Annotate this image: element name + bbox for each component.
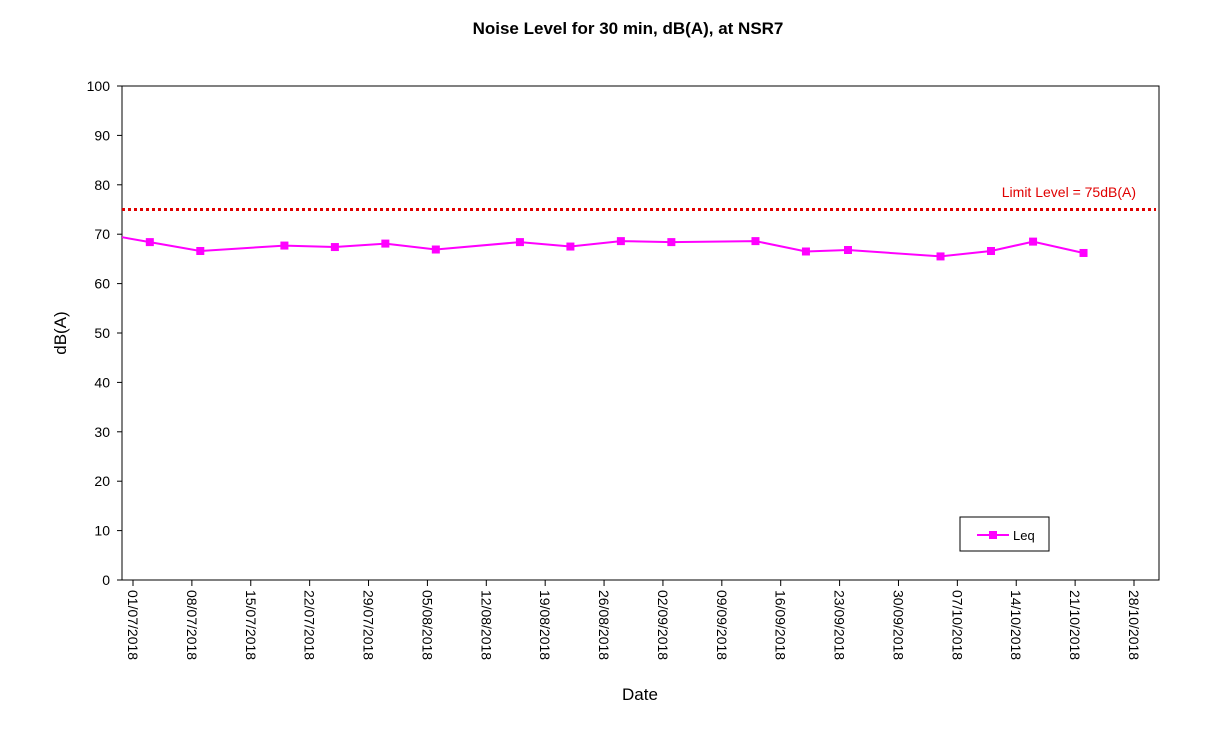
x-tick-label: 21/10/2018 <box>1067 590 1083 660</box>
y-tick-label: 0 <box>102 572 110 588</box>
x-tick-label: 15/07/2018 <box>243 590 259 660</box>
y-tick-label: 80 <box>94 177 110 193</box>
x-tick-label: 19/08/2018 <box>537 590 553 660</box>
data-point-marker <box>566 242 575 251</box>
series-line <box>121 236 1084 258</box>
limit-level-label: Limit Level = 75dB(A) <box>1002 184 1136 200</box>
data-point-marker <box>145 238 154 247</box>
data-point-marker <box>381 239 390 248</box>
y-tick-label: 40 <box>94 374 110 390</box>
x-tick-label: 23/09/2018 <box>832 590 848 660</box>
x-tick-label: 07/10/2018 <box>949 590 965 660</box>
data-point-marker <box>801 247 810 256</box>
x-tick-label: 14/10/2018 <box>1008 590 1024 660</box>
x-axis-title: Date <box>622 685 658 704</box>
x-axis: 01/07/2018 08/07/2018 15/07/2018 22/07/2018… <box>125 580 1142 660</box>
data-point-marker <box>936 252 945 261</box>
legend-leq-label: Leq <box>1013 528 1035 543</box>
y-axis-title: dB(A) <box>51 311 70 354</box>
x-tick-label: 09/09/2018 <box>714 590 730 660</box>
data-point-marker <box>844 246 852 255</box>
data-point-marker <box>330 243 339 252</box>
x-tick-label: 30/09/2018 <box>890 590 906 660</box>
y-tick-label: 30 <box>94 424 110 440</box>
data-point-marker <box>751 237 760 246</box>
data-point-marker <box>515 238 524 247</box>
y-tick-label: 100 <box>87 78 111 94</box>
data-point-marker <box>196 246 205 255</box>
chart-title: Noise Level for 30 min, dB(A), at NSR7 <box>473 19 784 38</box>
y-tick-label: 10 <box>94 523 110 539</box>
x-tick-label: 08/07/2018 <box>184 590 200 660</box>
legend: Leq <box>959 516 1050 552</box>
data-point-marker <box>987 246 995 255</box>
x-tick-label: 01/07/2018 <box>125 590 141 660</box>
x-tick-label: 16/09/2018 <box>773 590 789 660</box>
y-tick-label: 50 <box>94 325 110 341</box>
x-tick-label: 29/07/2018 <box>361 590 377 660</box>
y-tick-label: 20 <box>94 473 110 489</box>
y-tick-label: 60 <box>94 276 110 292</box>
data-point-marker <box>280 241 289 250</box>
x-tick-label: 22/07/2018 <box>302 590 318 660</box>
y-tick-label: 70 <box>94 226 110 242</box>
data-point-marker <box>431 245 440 254</box>
y-axis: 0 10 20 30 40 50 60 70 80 90 100 <box>87 78 122 588</box>
data-point-marker <box>1029 237 1038 246</box>
x-tick-label: 05/08/2018 <box>419 590 435 660</box>
x-tick-label: 28/10/2018 <box>1126 590 1142 660</box>
x-tick-label: 12/08/2018 <box>478 590 494 660</box>
legend-leq-marker <box>989 531 997 539</box>
series-leq <box>121 236 1088 261</box>
data-point-marker <box>667 238 676 247</box>
x-tick-label: 26/08/2018 <box>596 590 612 660</box>
data-point-marker <box>616 237 625 246</box>
plot-area <box>121 85 1160 581</box>
y-tick-label: 90 <box>94 127 110 143</box>
x-tick-label: 02/09/2018 <box>655 590 671 660</box>
data-point-marker <box>1079 248 1088 257</box>
